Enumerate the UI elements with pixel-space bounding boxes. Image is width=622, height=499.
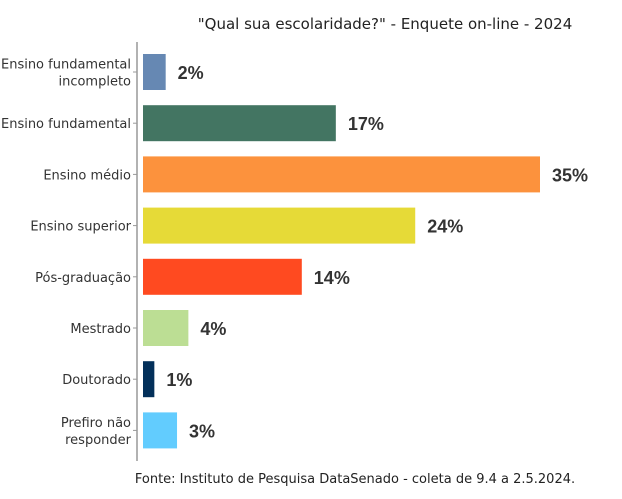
category-label: Ensino superior [30, 220, 131, 235]
category-label: Doutorado [62, 373, 131, 388]
chart-title: "Qual sua escolaridade?" - Enquete on-li… [198, 15, 572, 33]
value-label: 1% [166, 370, 192, 390]
category-label: Ensino fundamental [1, 117, 131, 132]
value-label: 2% [178, 63, 204, 83]
bar [143, 105, 336, 142]
category-label: incompleto [58, 75, 131, 90]
value-label: 14% [314, 268, 350, 288]
value-label: 17% [348, 114, 384, 134]
category-label: Pós-graduação [35, 271, 131, 286]
category-label: responder [65, 433, 132, 448]
source-caption: Fonte: Instituto de Pesquisa DataSenado … [135, 472, 575, 487]
value-label: 24% [427, 217, 463, 237]
bar [143, 156, 540, 193]
bar [143, 258, 302, 295]
category-label: Prefiro não [61, 416, 131, 431]
value-label: 3% [189, 421, 215, 441]
category-label: Ensino fundamental [1, 58, 131, 73]
bar [143, 412, 178, 449]
bar [143, 310, 189, 346]
bar [143, 207, 416, 244]
category-label: Ensino médio [43, 168, 131, 183]
value-label: 35% [552, 165, 588, 185]
category-label: Mestrado [70, 322, 131, 337]
bar [143, 361, 155, 398]
value-label: 4% [200, 319, 226, 339]
bar [143, 54, 166, 90]
